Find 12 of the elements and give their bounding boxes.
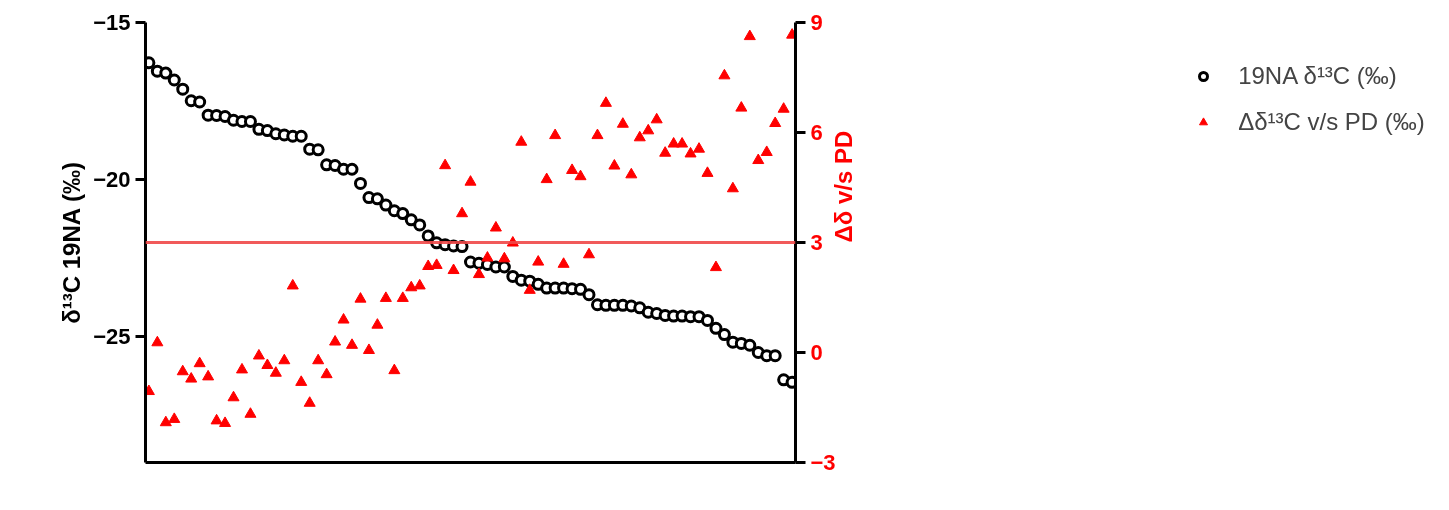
y2-tick-label: 3 [810, 230, 823, 255]
y2-axis-title: Δδ v/s PD [830, 130, 858, 243]
y-tick-label: −25 [93, 324, 131, 350]
y-tick-label: −20 [93, 167, 131, 193]
y2-tick-label: 0 [810, 340, 823, 365]
y2-tick-label: −3 [810, 450, 836, 475]
y2-tick-label: 9 [810, 10, 823, 35]
y-axis-title: δ¹³C 19NA (‰) [58, 162, 86, 324]
y2-tick-label: 6 [810, 120, 823, 145]
legend-label: 19NA δ¹³C (‰) [1238, 62, 1397, 90]
y-tick-label: −15 [93, 10, 131, 35]
legend-label: Δδ¹³C v/s PD (‰) [1238, 108, 1425, 136]
